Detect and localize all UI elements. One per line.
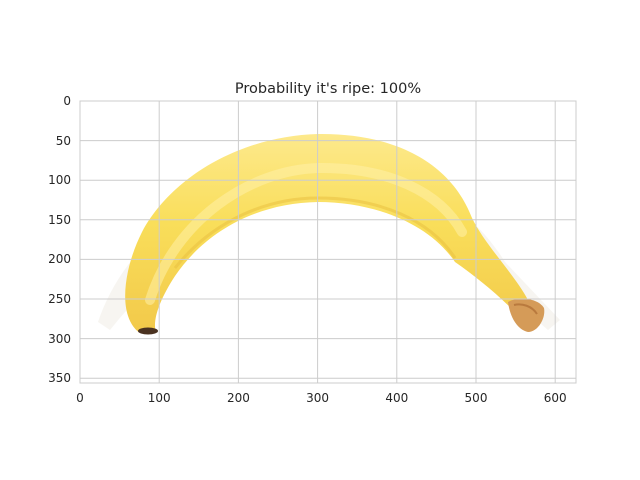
y-tick-label: 350 xyxy=(48,371,71,385)
x-axis-ticks: 0 100 200 300 400 500 600 xyxy=(76,391,566,405)
y-tick-label: 150 xyxy=(48,213,71,227)
axes-frame xyxy=(79,100,577,384)
figure-title: Probability it's ripe: 100% xyxy=(235,81,421,97)
x-tick-label: 100 xyxy=(148,391,171,405)
x-tick-label: 400 xyxy=(385,391,408,405)
x-tick-label: 200 xyxy=(227,391,250,405)
x-tick-label: 300 xyxy=(306,391,329,405)
y-tick-label: 250 xyxy=(48,292,71,306)
y-tick-label: 0 xyxy=(63,94,71,108)
y-tick-label: 100 xyxy=(48,173,71,187)
y-tick-label: 50 xyxy=(56,134,71,148)
y-axis-ticks: 0 50 100 150 200 250 300 350 xyxy=(48,94,71,385)
x-tick-label: 500 xyxy=(465,391,488,405)
x-tick-label: 0 xyxy=(76,391,84,405)
y-tick-label: 300 xyxy=(48,332,71,346)
y-tick-label: 200 xyxy=(48,252,71,266)
x-tick-label: 600 xyxy=(544,391,567,405)
